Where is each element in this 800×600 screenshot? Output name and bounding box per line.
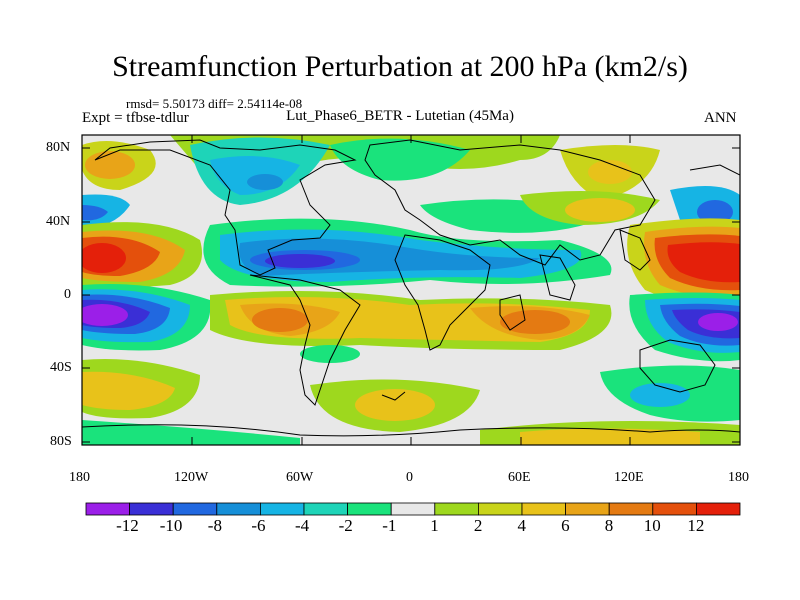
lon-label-60w: 60W xyxy=(286,470,314,485)
colorbar-label: -10 xyxy=(159,516,183,535)
stats-text: rmsd= 5.50173 diff= 2.54114e-08 xyxy=(126,96,303,111)
map-title: Streamfunction Perturbation at 200 hPa (… xyxy=(112,50,688,83)
colorbar-label: -4 xyxy=(295,516,310,535)
colorbar-swatch xyxy=(565,502,610,516)
colorbar xyxy=(85,502,741,516)
colorbar-label: 8 xyxy=(604,516,614,535)
model-label: Lut_Phase6_BETR - Lutetian (45Ma) xyxy=(286,108,514,124)
colorbar-label: 10 xyxy=(643,516,661,535)
lat-label-40s: 40S xyxy=(50,360,72,375)
colorbar-swatch xyxy=(347,502,392,516)
colorbar-label: -2 xyxy=(338,516,353,535)
colorbar-swatch xyxy=(390,502,436,516)
colorbar-swatch xyxy=(521,502,566,516)
contour-fields xyxy=(82,135,740,445)
colorbar-swatch xyxy=(608,502,654,516)
season-label: ANN xyxy=(704,110,737,126)
colorbar-label: 2 xyxy=(473,516,483,535)
lon-label-60e: 60E xyxy=(508,470,531,485)
colorbar-label: -1 xyxy=(382,516,397,535)
colorbar-swatch xyxy=(303,502,348,516)
lon-label-180w: 180 xyxy=(69,470,90,485)
colorbar-swatch xyxy=(696,502,741,516)
lon-label-120w: 120W xyxy=(174,470,209,485)
colorbar-swatch xyxy=(259,502,305,516)
colorbar-swatch xyxy=(172,502,218,516)
lat-label-40n: 40N xyxy=(46,214,71,229)
lat-label-0: 0 xyxy=(64,287,71,302)
colorbar-swatch xyxy=(216,502,261,516)
lat-label-80n: 80N xyxy=(46,140,71,155)
colorbar-label: 4 xyxy=(517,516,527,535)
colorbar-label: 6 xyxy=(561,516,570,535)
axis-ticks xyxy=(82,135,740,445)
lon-label-0: 0 xyxy=(406,470,413,485)
colorbar-swatch xyxy=(652,502,697,516)
colorbar-label: -6 xyxy=(251,516,266,535)
colorbar-swatch xyxy=(477,502,523,516)
colorbar-label: -8 xyxy=(207,516,222,535)
coastlines xyxy=(82,139,740,437)
colorbar-swatch xyxy=(85,502,130,516)
colorbar-swatch xyxy=(129,502,174,516)
lon-label-180e: 180 xyxy=(728,470,749,485)
colorbar-label: -12 xyxy=(116,516,139,535)
colorbar-label: 1 xyxy=(430,516,439,535)
colorbar-swatch xyxy=(434,502,479,516)
lon-label-120e: 120E xyxy=(614,470,644,485)
colorbar-label: 12 xyxy=(687,516,705,535)
lat-label-80s: 80S xyxy=(50,434,72,449)
experiment-label: Expt = tfbse-tdlur xyxy=(82,110,189,126)
